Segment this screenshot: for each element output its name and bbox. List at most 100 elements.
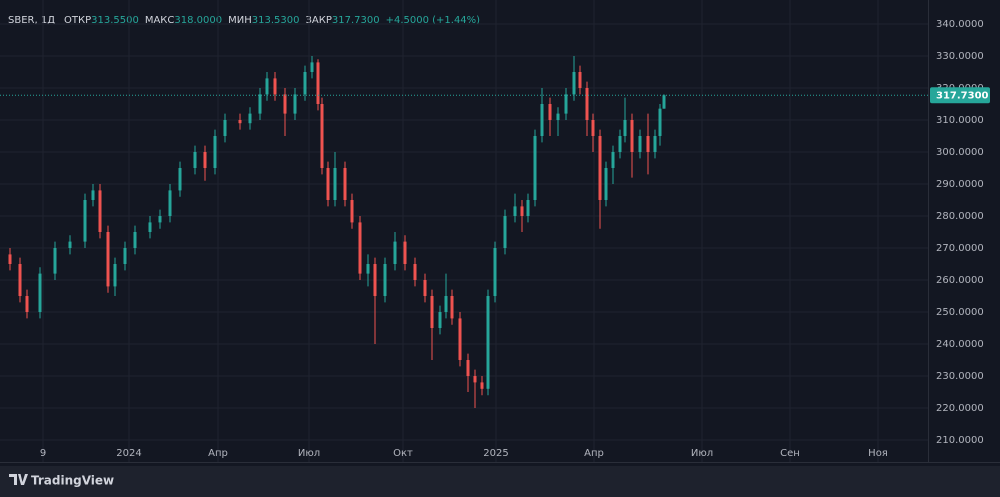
candle-body: [430, 296, 434, 329]
candle-body: [123, 248, 127, 265]
candle-body: [403, 241, 407, 265]
last-price-label: 317.7300: [936, 90, 989, 101]
candle-body: [611, 152, 615, 169]
candle-body: [8, 254, 12, 265]
y-tick-label: 280.0000: [936, 211, 984, 222]
candle-body: [662, 95, 666, 109]
y-tick-label: 300.0000: [936, 147, 984, 158]
candle-body: [591, 120, 595, 137]
ohlc-value: 317.7300: [332, 15, 380, 26]
ohlc-name: ОТКР: [64, 15, 91, 26]
x-tick-label: Окт: [393, 448, 413, 459]
candle-body: [373, 264, 377, 297]
candle-body: [533, 136, 537, 201]
candle-body: [393, 241, 397, 265]
ohlc-value: 313.5500: [91, 15, 139, 26]
tradingview-logo: TradingView: [9, 474, 114, 488]
candle-body: [293, 94, 297, 114]
candle-body: [168, 190, 172, 217]
candle-body: [316, 62, 320, 105]
candle-body: [18, 264, 22, 297]
candle-body: [623, 120, 627, 137]
candle-body: [265, 78, 269, 95]
candle-body: [158, 216, 162, 223]
candle-body: [653, 136, 657, 153]
candle-body: [423, 280, 427, 297]
symbol: SBER, 1Д: [8, 15, 55, 26]
candle-body: [303, 72, 307, 95]
candle-body: [148, 222, 152, 233]
candle-body: [638, 136, 642, 153]
x-tick-label: Апр: [208, 448, 228, 459]
candle-body: [178, 168, 182, 191]
x-tick-label: Апр: [584, 448, 604, 459]
candle-body: [213, 136, 217, 169]
y-tick-label: 240.0000: [936, 339, 984, 350]
candle-body: [320, 104, 324, 169]
candle-body: [98, 190, 102, 233]
candle-body: [450, 296, 454, 319]
y-tick-label: 230.0000: [936, 371, 984, 382]
candle-body: [556, 113, 560, 121]
candle-body: [480, 382, 484, 389]
candle-body: [526, 200, 530, 217]
candle-body: [223, 120, 227, 137]
candle-body: [503, 216, 507, 249]
candle-body: [466, 360, 470, 377]
x-tick-label: Сен: [780, 448, 800, 459]
candle-body: [358, 222, 362, 274]
candle-body: [658, 108, 662, 137]
candle-body: [473, 376, 477, 383]
candle-body: [578, 72, 582, 89]
candle-body: [564, 94, 568, 114]
candle-body: [238, 120, 242, 124]
candle-body: [366, 264, 370, 274]
x-tick-label: 2024: [116, 448, 141, 459]
x-tick-label: 9: [40, 448, 46, 459]
y-tick-label: 250.0000: [936, 307, 984, 318]
brand: TradingView: [31, 474, 114, 488]
ohlc-value: 318.0000: [174, 15, 222, 26]
y-tick-label: 260.0000: [936, 275, 984, 286]
legend: SBER, 1Д ОТКР 313.5500 МАКС 318.0000 МИН 313.…: [8, 15, 480, 26]
candle-body: [193, 152, 197, 169]
ohlc-name: МАКС: [145, 15, 175, 26]
candle-body: [258, 94, 262, 114]
candle-body: [513, 206, 517, 217]
candle-body: [540, 104, 544, 137]
x-tick-label: Июл: [298, 448, 320, 459]
candle-body: [248, 113, 252, 124]
candle-body: [458, 318, 462, 361]
candle-body: [646, 136, 650, 153]
logo-icon: [9, 474, 28, 485]
x-tick-label: 2025: [483, 448, 508, 459]
candle-body: [310, 62, 314, 73]
y-tick-label: 210.0000: [936, 435, 984, 446]
candle-body: [83, 200, 87, 242]
candle-body: [383, 264, 387, 297]
candle-body: [113, 264, 117, 287]
candle-body: [604, 168, 608, 201]
ohlc-value: 313.5300: [252, 15, 300, 26]
candle-body: [486, 296, 490, 389]
candle-body: [413, 264, 417, 281]
candle-body: [333, 168, 337, 201]
candle-body: [585, 88, 589, 121]
candle-body: [38, 273, 42, 313]
candle-body: [444, 296, 448, 313]
candle-body: [438, 312, 442, 329]
candle-body: [203, 152, 207, 169]
candle-body: [53, 248, 57, 274]
y-tick-label: 330.0000: [936, 51, 984, 62]
ohlc-name: ЗАКР: [305, 15, 331, 26]
y-tick-label: 310.0000: [936, 115, 984, 126]
candle-body: [520, 206, 524, 217]
candle-body: [68, 241, 72, 249]
candle-body: [343, 168, 347, 201]
x-tick-label: Ноя: [868, 448, 888, 459]
candle-body: [326, 168, 330, 201]
y-tick-label: 270.0000: [936, 243, 984, 254]
y-tick-label: 220.0000: [936, 403, 984, 414]
